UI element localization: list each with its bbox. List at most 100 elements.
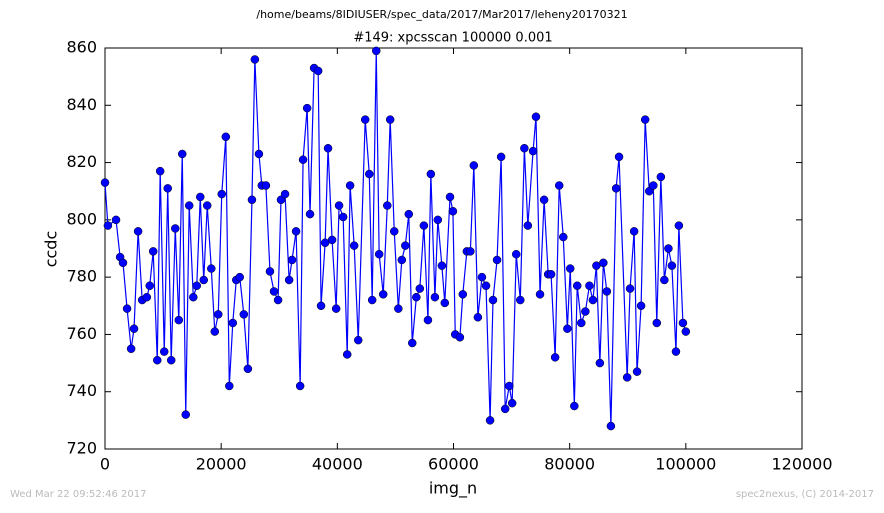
data-point <box>178 149 187 159</box>
data-point <box>466 247 475 256</box>
data-point <box>349 241 359 250</box>
data-point <box>313 66 323 76</box>
data-point <box>640 115 650 124</box>
data-point <box>419 221 429 230</box>
data-point <box>153 355 162 365</box>
data-point <box>192 281 202 290</box>
data-point <box>265 267 275 276</box>
data-point <box>595 358 605 368</box>
data-point <box>334 201 344 210</box>
data-point <box>488 295 498 305</box>
data-point <box>505 381 514 391</box>
data-point <box>327 235 337 245</box>
data-point <box>338 212 348 222</box>
data-point <box>126 344 136 353</box>
data-point <box>148 247 158 256</box>
footer-timestamp: Wed Mar 22 09:52:46 2017 <box>10 489 146 500</box>
chart-title: #149: xpcsscan 100000 0.001 <box>353 31 552 46</box>
data-point <box>588 295 598 305</box>
data-point <box>196 192 205 202</box>
data-point <box>455 333 465 342</box>
data-point <box>559 232 568 242</box>
data-point <box>371 46 381 56</box>
data-point <box>291 227 301 236</box>
data-point <box>163 184 172 193</box>
data-point <box>445 192 455 202</box>
y-tick-label: 780 <box>66 267 97 286</box>
data-point <box>189 292 198 302</box>
data-point <box>404 209 414 219</box>
data-point <box>247 195 257 205</box>
data-point <box>644 186 654 196</box>
data-point <box>353 335 363 345</box>
data-point <box>235 272 245 282</box>
data-point <box>145 281 154 290</box>
data-point <box>448 207 458 216</box>
data-point <box>426 169 436 179</box>
data-point <box>345 181 355 190</box>
data-point <box>276 195 286 205</box>
data-point <box>316 301 326 311</box>
y-tick-label: 720 <box>66 439 97 458</box>
data-point <box>225 381 234 391</box>
x-axis-label: img_n <box>429 479 477 499</box>
data-point <box>649 181 658 190</box>
data-point <box>681 327 691 336</box>
data-point <box>423 315 433 325</box>
y-axis-label: ccdc <box>42 231 61 268</box>
data-point <box>129 324 139 333</box>
data-point <box>606 421 616 431</box>
data-point <box>572 281 582 290</box>
data-point <box>199 275 208 285</box>
data-point <box>214 310 223 319</box>
data-point <box>280 189 290 199</box>
data-point <box>458 290 468 299</box>
data-point <box>202 201 212 210</box>
y-tick-label: 760 <box>66 324 97 343</box>
data-point <box>660 275 669 285</box>
data-point <box>159 347 169 356</box>
data-point <box>100 178 110 187</box>
data-point <box>103 221 113 230</box>
x-tick-label: 120000 <box>771 455 832 474</box>
data-point <box>174 315 184 325</box>
data-point <box>546 270 556 279</box>
data-point <box>664 244 673 253</box>
data-point <box>585 281 594 290</box>
data-point <box>378 290 388 299</box>
data-point <box>469 161 479 170</box>
x-tick-label: 20000 <box>196 455 247 474</box>
data-point <box>221 132 231 142</box>
data-point <box>622 373 632 382</box>
data-point <box>492 255 502 265</box>
data-point <box>550 353 560 362</box>
data-point <box>171 224 180 233</box>
data-point <box>261 181 271 190</box>
y-tick-label: 800 <box>66 209 97 228</box>
y-tick-label: 860 <box>66 38 97 57</box>
data-point <box>331 304 341 313</box>
x-tick-label: 60000 <box>428 455 479 474</box>
data-point <box>415 284 425 293</box>
data-point <box>210 327 220 336</box>
y-tick-label: 820 <box>66 152 97 171</box>
data-point <box>674 221 684 230</box>
data-point <box>636 301 646 311</box>
data-point <box>516 295 525 305</box>
data-point <box>563 324 572 333</box>
x-tick-label: 0 <box>100 455 110 474</box>
data-point <box>367 295 377 305</box>
data-point <box>581 307 590 316</box>
data-point <box>360 115 370 124</box>
data-point <box>528 146 538 156</box>
data-point <box>295 381 305 391</box>
data-point <box>142 292 152 302</box>
x-tick-label: 100000 <box>655 455 716 474</box>
data-point <box>539 195 549 205</box>
data-point <box>133 227 143 236</box>
data-point <box>166 355 176 365</box>
data-point <box>385 115 395 124</box>
data-point <box>298 155 308 164</box>
data-point <box>111 215 121 225</box>
